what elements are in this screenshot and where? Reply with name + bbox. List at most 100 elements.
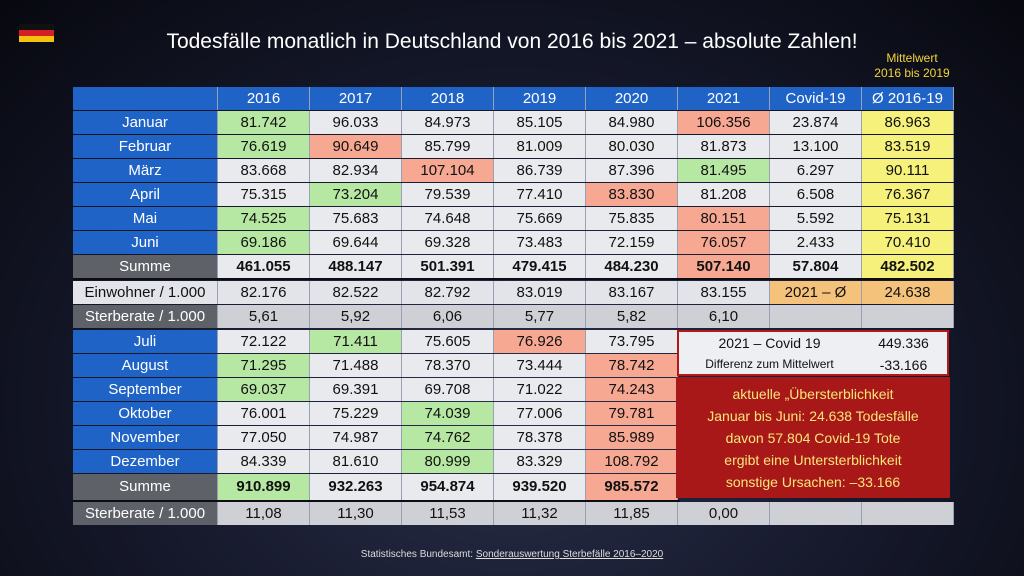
sum-cell: 482.502 — [862, 255, 954, 278]
header-corner — [73, 87, 218, 110]
sum-row: Summe 461.055 488.147 501.391 479.415 484.230… — [73, 255, 954, 279]
data-cell: 85.105 — [494, 111, 586, 134]
data-cell: 6.508 — [770, 183, 862, 206]
data-cell: 76.057 — [678, 231, 770, 254]
death-rate-row: Sterberate / 1.000 5,61 5,92 6,06 5,77 5,82 6,… — [73, 305, 954, 329]
column-header: 2021 — [678, 87, 770, 110]
data-cell: 87.396 — [586, 159, 678, 182]
data-cell: 83.519 — [862, 135, 954, 158]
sum-cell: 932.263 — [310, 474, 402, 500]
month-label: März — [73, 159, 218, 182]
source-link[interactable]: Sonderauswertung Sterbefälle 2016–2020 — [475, 549, 664, 560]
data-cell: 73.204 — [310, 183, 402, 206]
death-rate-cell: 6,10 — [678, 305, 770, 328]
table-row: März 83.668 82.934 107.104 86.739 87.396 81.49… — [73, 159, 954, 183]
population-cell: 82.176 — [218, 281, 310, 304]
data-cell: 2.433 — [770, 231, 862, 254]
month-label: August — [73, 354, 218, 377]
population-cell: 24.638 — [862, 281, 954, 304]
population-cell: 82.792 — [402, 281, 494, 304]
data-cell: 80.030 — [586, 135, 678, 158]
table-row: November 77.050 74.987 74.762 78.378 85.989 — [73, 426, 954, 450]
data-cell: 77.006 — [494, 402, 586, 425]
data-cell: 69.328 — [402, 231, 494, 254]
sum-cell: 910.899 — [218, 474, 310, 500]
note-line: Januar bis Juni: 24.638 Todesfälle — [707, 408, 919, 424]
month-label: Dezember — [73, 450, 218, 473]
mean-note-line1: Mittelwert — [886, 51, 938, 65]
excess-mortality-note: aktuelle „Übersterblichkeit Januar bis J… — [676, 377, 950, 498]
data-cell: 78.370 — [402, 354, 494, 377]
death-rate-cell: 11,30 — [310, 502, 402, 525]
mean-note-line2: 2016 bis 2019 — [874, 66, 950, 80]
data-cell: 78.742 — [586, 354, 678, 377]
data-cell: 69.644 — [310, 231, 402, 254]
data-cell: 76.926 — [494, 330, 586, 353]
flag-stripe-gold — [19, 36, 54, 42]
flag-stripe-red — [19, 30, 54, 36]
data-cell: 69.037 — [218, 378, 310, 401]
data-cell: 90.111 — [862, 159, 954, 182]
column-header: Ø 2016-19 — [862, 87, 954, 110]
data-cell: 70.410 — [862, 231, 954, 254]
note-line: davon 57.804 Covid-19 Tote — [725, 430, 901, 446]
death-rate-row: Sterberate / 1.000 11,08 11,30 11,53 11,32 11… — [73, 502, 954, 526]
death-rate-cell: 0,00 — [678, 502, 770, 525]
data-cell: 81.208 — [678, 183, 770, 206]
difference-value: -33.166 — [879, 357, 928, 373]
data-cell: 69.391 — [310, 378, 402, 401]
data-cell: 106.356 — [678, 111, 770, 134]
data-cell: 71.022 — [494, 378, 586, 401]
mean-note: Mittelwert 2016 bis 2019 — [862, 51, 962, 81]
data-cell: 13.100 — [770, 135, 862, 158]
death-rate-cell: 11,32 — [494, 502, 586, 525]
table-row: Februar 76.619 90.649 85.799 81.009 80.030 81.… — [73, 135, 954, 159]
data-cell: 73.483 — [494, 231, 586, 254]
data-cell: 76.619 — [218, 135, 310, 158]
data-cell: 85.989 — [586, 426, 678, 449]
data-cell: 5.592 — [770, 207, 862, 230]
data-cell: 81.495 — [678, 159, 770, 182]
data-cell: 74.243 — [586, 378, 678, 401]
data-cell: 73.795 — [586, 330, 678, 353]
data-cell: 83.830 — [586, 183, 678, 206]
data-cell: 84.339 — [218, 450, 310, 473]
data-cell: 86.739 — [494, 159, 586, 182]
data-cell: 74.525 — [218, 207, 310, 230]
death-rate-cell: 5,92 — [310, 305, 402, 328]
death-rate-cell — [770, 305, 862, 328]
population-row: Einwohner / 1.000 82.176 82.522 82.792 83.01… — [73, 281, 954, 305]
table-row: Juni 69.186 69.644 69.328 73.483 72.159 76.057… — [73, 231, 954, 255]
data-cell: 107.104 — [402, 159, 494, 182]
population-cell: 2021 – Ø — [770, 281, 862, 304]
data-cell: 83.329 — [494, 450, 586, 473]
data-cell: 75.315 — [218, 183, 310, 206]
row-divider — [73, 278, 950, 280]
sum-cell: 484.230 — [586, 255, 678, 278]
data-cell: 69.708 — [402, 378, 494, 401]
data-cell: 77.410 — [494, 183, 586, 206]
sum-cell: 985.572 — [586, 474, 678, 500]
covid-2021-label: 2021 – Covid 19 — [718, 335, 821, 351]
german-flag-icon — [19, 24, 54, 42]
data-cell: 86.963 — [862, 111, 954, 134]
data-cell: 80.999 — [402, 450, 494, 473]
note-line: aktuelle „Übersterblichkeit — [732, 386, 894, 402]
sum-row: Summe 910.899 932.263 954.874 939.520 985.572 — [73, 474, 954, 500]
table-row: Januar 81.742 96.033 84.973 85.105 84.980 106.… — [73, 111, 954, 135]
month-label: April — [73, 183, 218, 206]
data-cell: 78.378 — [494, 426, 586, 449]
death-rate-cell — [770, 502, 862, 525]
population-cell: 83.167 — [586, 281, 678, 304]
data-cell: 73.444 — [494, 354, 586, 377]
row-divider — [73, 500, 680, 502]
data-cell: 71.411 — [310, 330, 402, 353]
death-rate-cell: 11,08 — [218, 502, 310, 525]
data-cell: 71.488 — [310, 354, 402, 377]
data-cell: 74.987 — [310, 426, 402, 449]
data-cell: 84.973 — [402, 111, 494, 134]
sum-cell: 461.055 — [218, 255, 310, 278]
data-cell: 74.039 — [402, 402, 494, 425]
data-cell: 6.297 — [770, 159, 862, 182]
population-cell: 83.155 — [678, 281, 770, 304]
